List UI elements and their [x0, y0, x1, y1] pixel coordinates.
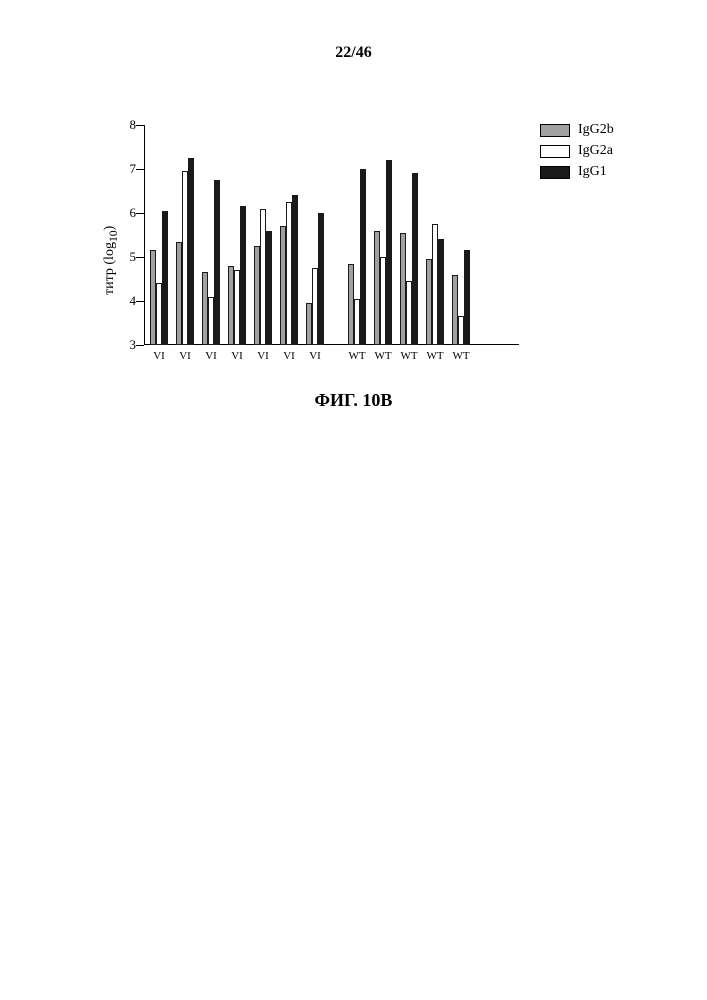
bar-igg1 [438, 239, 444, 345]
y-tick [136, 345, 144, 346]
bar-igg1 [188, 158, 194, 345]
x-tick-label: VI [257, 350, 269, 362]
x-tick-label: WT [426, 350, 443, 362]
legend-item: IgG2a [540, 143, 614, 159]
legend-label: IgG2b [578, 122, 614, 138]
legend-label: IgG2a [578, 143, 613, 159]
x-tick-label: WT [400, 350, 417, 362]
x-tick-label: WT [348, 350, 365, 362]
legend-label: IgG1 [578, 164, 607, 180]
bar-igg1 [292, 195, 298, 345]
x-tick-label: VI [179, 350, 191, 362]
x-tick-label: VI [231, 350, 243, 362]
x-tick-label: VI [283, 350, 295, 362]
y-axis-label-sub: 10 [107, 230, 120, 242]
y-tick-label: 4 [92, 293, 136, 309]
y-tick-label: 7 [92, 161, 136, 177]
y-tick-label: 5 [92, 249, 136, 265]
bar-igg1 [412, 173, 418, 345]
y-tick-label: 3 [92, 337, 136, 353]
x-tick-label: VI [153, 350, 165, 362]
bar-igg1 [360, 169, 366, 345]
bar-igg1 [162, 211, 168, 345]
y-tick [136, 257, 144, 258]
legend-swatch-igg2b [540, 124, 570, 137]
bar-igg1 [214, 180, 220, 345]
x-tick-label: VI [205, 350, 217, 362]
y-axis-label-close: ) [102, 226, 117, 231]
figure-caption: ФИГ. 10B [0, 390, 707, 411]
x-tick-label: WT [374, 350, 391, 362]
legend-swatch-igg1 [540, 166, 570, 179]
y-tick-label: 8 [92, 117, 136, 133]
bar-igg1 [386, 160, 392, 345]
bar-igg1 [318, 213, 324, 345]
bar-chart-plot [144, 125, 519, 345]
page-header: 22/46 [0, 44, 707, 62]
bar-igg1 [266, 231, 272, 345]
y-tick [136, 125, 144, 126]
y-tick [136, 213, 144, 214]
y-tick [136, 169, 144, 170]
chart-area: титр (log10) 345678VIVIVIVIVIVIVIWTWTWTW… [92, 125, 522, 385]
page: 22/46 титр (log10) 345678VIVIVIVIVIVIVIW… [0, 0, 707, 1000]
y-tick [136, 301, 144, 302]
legend-item: IgG1 [540, 164, 614, 180]
legend: IgG2b IgG2a IgG1 [540, 122, 614, 185]
legend-swatch-igg2a [540, 145, 570, 158]
y-tick-label: 6 [92, 205, 136, 221]
x-tick-label: WT [452, 350, 469, 362]
x-tick-label: VI [309, 350, 321, 362]
legend-item: IgG2b [540, 122, 614, 138]
bar-igg1 [240, 206, 246, 345]
y-axis [144, 125, 145, 345]
bar-igg1 [464, 250, 470, 345]
